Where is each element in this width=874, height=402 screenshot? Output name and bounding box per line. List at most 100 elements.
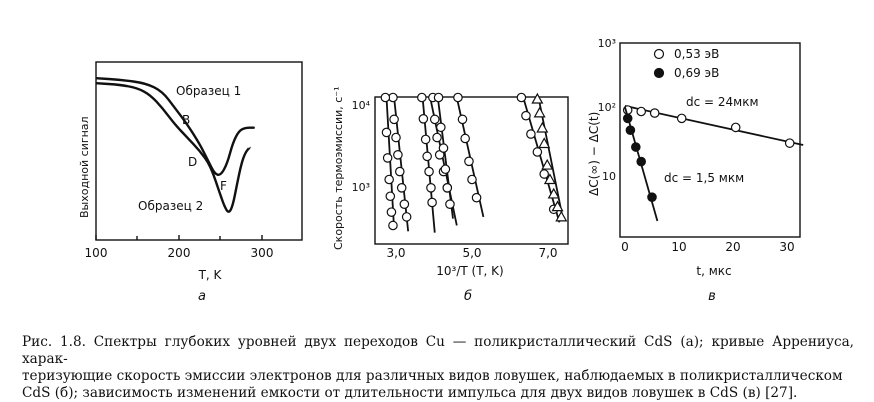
panel-c-tick-30: 30 <box>779 240 794 254</box>
caption-line-2: теризующие скорость эмиссии электронов д… <box>22 368 843 384</box>
panel-a-letter: а <box>198 289 206 304</box>
panel-c-point-1-5 <box>730 122 741 133</box>
panel-c-ytick-3: 10³ <box>598 37 616 50</box>
panel-c-tick-0: 0 <box>621 240 629 254</box>
panel-b-point-8-7 <box>547 187 560 199</box>
panel-b-point-8-8 <box>551 200 564 212</box>
panel-c-legend1-label: 0,53 эВ <box>674 47 719 61</box>
panel-b-point-6-2 <box>457 114 468 125</box>
panel-c-letter: в <box>708 289 716 304</box>
panel-b-tick-30: 3,0 <box>386 246 405 260</box>
panel-c-tick-20: 20 <box>725 240 740 254</box>
panel-b-point-7-3 <box>526 129 536 139</box>
panel-b-point-8-2 <box>533 106 546 118</box>
panel-c-point-2-1 <box>622 113 633 124</box>
panel-c-point-1-4 <box>676 113 687 124</box>
panel-b-point-8-5 <box>541 158 554 170</box>
panel-b-point-3-7 <box>427 197 437 208</box>
panel-a-frame <box>95 61 303 241</box>
panel-b-ylabel: Скорость термоэмиссии, с⁻¹ <box>332 86 345 250</box>
panel-b-point-1-7 <box>399 199 410 209</box>
panel-c-point-1-1 <box>622 105 633 115</box>
panel-b-point-5-5 <box>442 183 453 193</box>
caption-line-1: Рис. 1.8. Спектры глубоких уровней двух … <box>22 334 854 367</box>
panel-b-point-3-5 <box>424 166 434 177</box>
panel-b-point-2-7 <box>388 220 398 231</box>
panel-b-point-5-2 <box>436 122 446 133</box>
panel-b-point-1-4 <box>393 150 403 160</box>
panel-b-tick-70: 7,0 <box>538 246 557 260</box>
panel-c-legend-filled-marker <box>653 67 665 79</box>
panel-b-point-3-3 <box>420 134 431 145</box>
panel-c-dc1-label: dc = 24мкм <box>686 95 759 109</box>
panel-b-point-8-6 <box>543 173 556 185</box>
panel-b-point-2-1 <box>380 92 391 103</box>
panel-b-point-7-4 <box>532 147 543 157</box>
panel-c-dc2-label: dc = 1,5 мкм <box>664 171 744 185</box>
panel-b-ytick-4: 10⁴ <box>352 99 371 112</box>
panel-b-point-2-3 <box>382 153 393 163</box>
panel-b-point-3-1 <box>417 92 427 103</box>
panel-b-point-4-2 <box>429 114 440 125</box>
panel-b-point-5-4 <box>440 164 451 175</box>
panel-b-point-5-6 <box>445 199 455 209</box>
panel-b-ytick-3: 10³ <box>352 181 370 194</box>
panel-b-letter: б <box>464 289 472 304</box>
panel-b-point-6-4 <box>464 156 474 167</box>
panel-b-point-8-3 <box>536 121 549 133</box>
panel-c-point-1-3 <box>649 108 660 118</box>
panel-c-point-2-3 <box>630 142 641 152</box>
panel-c-tick-10: 10 <box>671 240 686 254</box>
panel-a-label-d: D <box>188 155 197 169</box>
panel-c-xlabel: t, мкс <box>696 264 731 278</box>
panel-b-point-5-3 <box>438 143 449 153</box>
panel-b-point-8-4 <box>538 137 551 149</box>
panel-b-point-2-6 <box>386 207 397 217</box>
figure-caption: Рис. 1.8. Спектры глубоких уровней двух … <box>22 334 854 402</box>
panel-c-frame <box>619 42 801 238</box>
panel-b-point-3-2 <box>418 113 429 124</box>
panel-c-point-2-4 <box>636 156 646 167</box>
panel-a-x-ticks <box>95 235 263 240</box>
panel-a-ylabel: Выходной сигнал <box>78 116 91 218</box>
panel-c-point-1-2 <box>636 106 646 117</box>
panel-c-legend2-label: 0,69 эВ <box>674 66 719 80</box>
panel-b-point-6-5 <box>467 174 477 185</box>
panel-b-point-2-2 <box>381 127 392 138</box>
panel-b-point-2-5 <box>385 191 396 202</box>
panel-b-fit-line-8 <box>537 97 565 221</box>
panel-a-sample1-label: Образец 1 <box>176 84 241 98</box>
panel-b-fit-line-5 <box>436 97 454 219</box>
panel-b-fit-line-2 <box>385 97 395 229</box>
panel-b-point-8-9 <box>555 210 568 222</box>
panel-c-legend-open-marker <box>653 48 665 60</box>
panel-a-tick-200: 200 <box>168 246 191 260</box>
panel-a-sample2-label: Образец 2 <box>138 199 203 213</box>
panel-c-point-2-5 <box>647 192 657 202</box>
panel-c-ytick-1: 10 <box>602 170 616 183</box>
panel-a-label-f: F <box>220 179 227 193</box>
panel-a-tick-300: 300 <box>251 246 274 260</box>
panel-b-point-1-2 <box>389 114 399 125</box>
panel-b-point-8-1 <box>531 92 544 104</box>
panel-b-point-1-5 <box>394 166 405 177</box>
panel-b-point-7-1 <box>516 92 527 103</box>
panel-b-frame <box>374 96 569 245</box>
panel-b-point-1-3 <box>391 132 401 143</box>
panel-a-xlabel: T, K <box>198 268 223 282</box>
panel-b-tick-50: 5,0 <box>462 246 481 260</box>
panel-b-point-5-1 <box>433 92 444 103</box>
panel-b-point-7-5 <box>539 169 549 179</box>
panel-b-point-6-6 <box>471 192 482 203</box>
panel-c-point-2-2 <box>625 125 636 135</box>
panel-c-ylabel: ΔC(∞) − ΔC(t) <box>587 112 601 196</box>
panel-b-point-4-3 <box>432 132 442 143</box>
panel-c-ytick-2: 10² <box>598 101 616 114</box>
panel-b-point-2-4 <box>384 174 394 185</box>
panel-b-point-6-1 <box>453 92 463 103</box>
panel-a-tick-100: 100 <box>85 246 108 260</box>
figure: Образец 1 Образец 2 B D F Выходной сигна… <box>78 37 804 304</box>
panel-b-point-1-6 <box>396 183 407 193</box>
panel-b-xlabel: 10³/T (T, K) <box>436 264 503 278</box>
caption-line-3: CdS (б); зависимость изменений емкости о… <box>22 385 798 401</box>
